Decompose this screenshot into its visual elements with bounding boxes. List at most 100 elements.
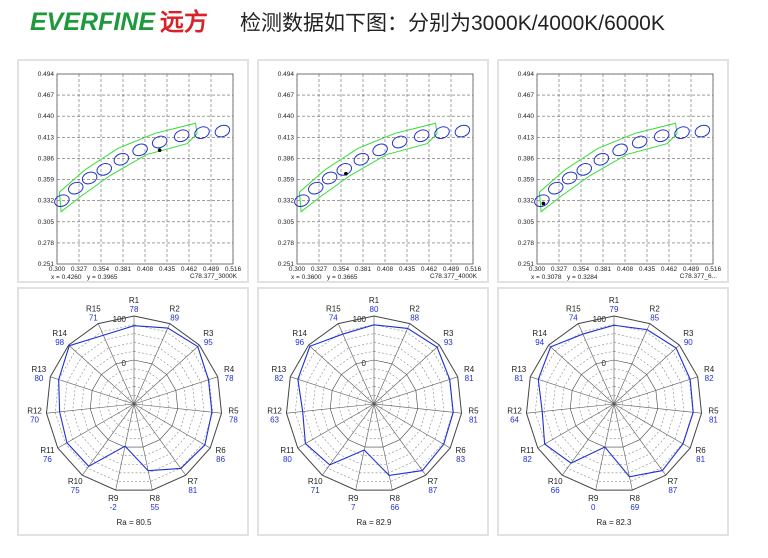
value-label: 81 — [514, 374, 523, 383]
ra-caption: Ra = 80.5 — [117, 518, 152, 527]
macadam-ellipse — [81, 171, 98, 185]
category-label: R4 — [464, 365, 475, 374]
value-label: 66 — [390, 503, 399, 512]
macadam-ellipse — [67, 181, 84, 195]
macadam-ellipse — [173, 129, 190, 143]
r-tick-label: 0 — [602, 359, 607, 368]
x-tick-label: 0.327 — [311, 266, 328, 273]
value-label: 71 — [89, 314, 98, 323]
macadam-ellipse — [353, 152, 370, 166]
macadam-ellipse — [631, 135, 648, 149]
readout-x: x = 0.4260 — [51, 274, 82, 281]
value-label: 74 — [569, 314, 578, 323]
macadam-ellipse — [593, 152, 610, 166]
x-tick-label: 0.435 — [639, 266, 656, 273]
value-label: 79 — [610, 305, 619, 314]
category-label: R13 — [272, 365, 287, 374]
macadam-ellipse — [54, 194, 70, 207]
ring — [578, 368, 650, 439]
r-tick-label: 100 — [113, 315, 127, 324]
y-tick-label: 0.467 — [518, 92, 535, 99]
value-label: 81 — [465, 374, 474, 383]
y-tick-label: 0.386 — [518, 155, 535, 162]
y-tick-label: 0.413 — [518, 134, 535, 141]
y-tick-label: 0.413 — [278, 134, 295, 141]
y-tick-label: 0.359 — [38, 177, 55, 184]
category-label: R9 — [108, 494, 119, 503]
x-tick-label: 0.381 — [115, 266, 132, 273]
ri-polygon — [58, 325, 213, 472]
ring — [525, 315, 703, 491]
spoke — [46, 403, 135, 414]
readout-x: x = 0.3600 — [291, 274, 322, 281]
value-label: 96 — [295, 338, 304, 347]
category-label: R6 — [455, 446, 466, 455]
ring — [364, 394, 384, 413]
category-label: R2 — [410, 305, 421, 314]
category-label: R11 — [40, 446, 55, 455]
category-label: R15 — [566, 305, 581, 314]
category-label: R15 — [86, 305, 101, 314]
y-tick-label: 0.467 — [38, 92, 55, 99]
y-tick-label: 0.386 — [278, 155, 295, 162]
ring — [98, 368, 170, 439]
category-label: R4 — [224, 365, 235, 374]
value-label: 98 — [55, 338, 64, 347]
value-label: 64 — [510, 415, 519, 424]
r-tick-label: 100 — [353, 315, 367, 324]
y-tick-label: 0.278 — [278, 240, 295, 247]
macadam-ellipse — [653, 129, 670, 143]
category-label: R5 — [228, 406, 239, 415]
category-label: R10 — [548, 477, 563, 486]
value-label: 89 — [170, 314, 179, 323]
spoke — [613, 323, 651, 405]
value-label: 81 — [188, 486, 197, 495]
spoke — [373, 403, 426, 476]
value-label: 85 — [650, 314, 659, 323]
category-label: R10 — [308, 477, 323, 486]
value-label: 81 — [709, 415, 718, 424]
y-tick-label: 0.305 — [278, 219, 295, 226]
ring — [285, 315, 463, 491]
category-label: R5 — [468, 406, 479, 415]
macadam-ellipse — [307, 181, 324, 195]
spoke — [526, 403, 615, 414]
category-label: R10 — [68, 477, 83, 486]
zone — [298, 122, 438, 213]
value-label: 78 — [225, 374, 234, 383]
ring — [321, 350, 427, 456]
y-tick-label: 0.305 — [518, 219, 535, 226]
spoke — [548, 344, 615, 405]
y-tick-label: 0.440 — [278, 113, 295, 120]
value-label: 95 — [204, 338, 213, 347]
value-label: 88 — [410, 314, 419, 323]
category-label: R11 — [280, 446, 295, 455]
y-tick-label: 0.278 — [38, 240, 55, 247]
ring — [543, 333, 685, 474]
x-tick-label: 0.327 — [71, 266, 88, 273]
ring — [552, 342, 676, 465]
macadam-ellipse — [612, 143, 628, 157]
y-tick-label: 0.440 — [518, 113, 535, 120]
logo-cn: 远方 — [160, 8, 208, 36]
ring — [124, 394, 144, 413]
ring — [604, 394, 624, 413]
x-tick-label: 0.300 — [289, 266, 306, 273]
x-tick-label: 0.462 — [661, 266, 678, 273]
ring — [569, 359, 659, 448]
r-tick-label: 100 — [593, 315, 607, 324]
macadam-ellipse — [294, 194, 310, 207]
y-tick-label: 0.440 — [38, 113, 55, 120]
ring — [587, 377, 641, 431]
value-label: 93 — [444, 338, 453, 347]
spoke — [133, 403, 211, 449]
x-tick-label: 0.381 — [595, 266, 612, 273]
spoke — [373, 323, 411, 405]
category-label: R1 — [129, 296, 140, 305]
y-tick-label: 0.251 — [38, 261, 55, 268]
x-tick-label: 0.435 — [159, 266, 176, 273]
macadam-ellipse — [413, 129, 430, 143]
value-label: 82 — [523, 455, 532, 464]
